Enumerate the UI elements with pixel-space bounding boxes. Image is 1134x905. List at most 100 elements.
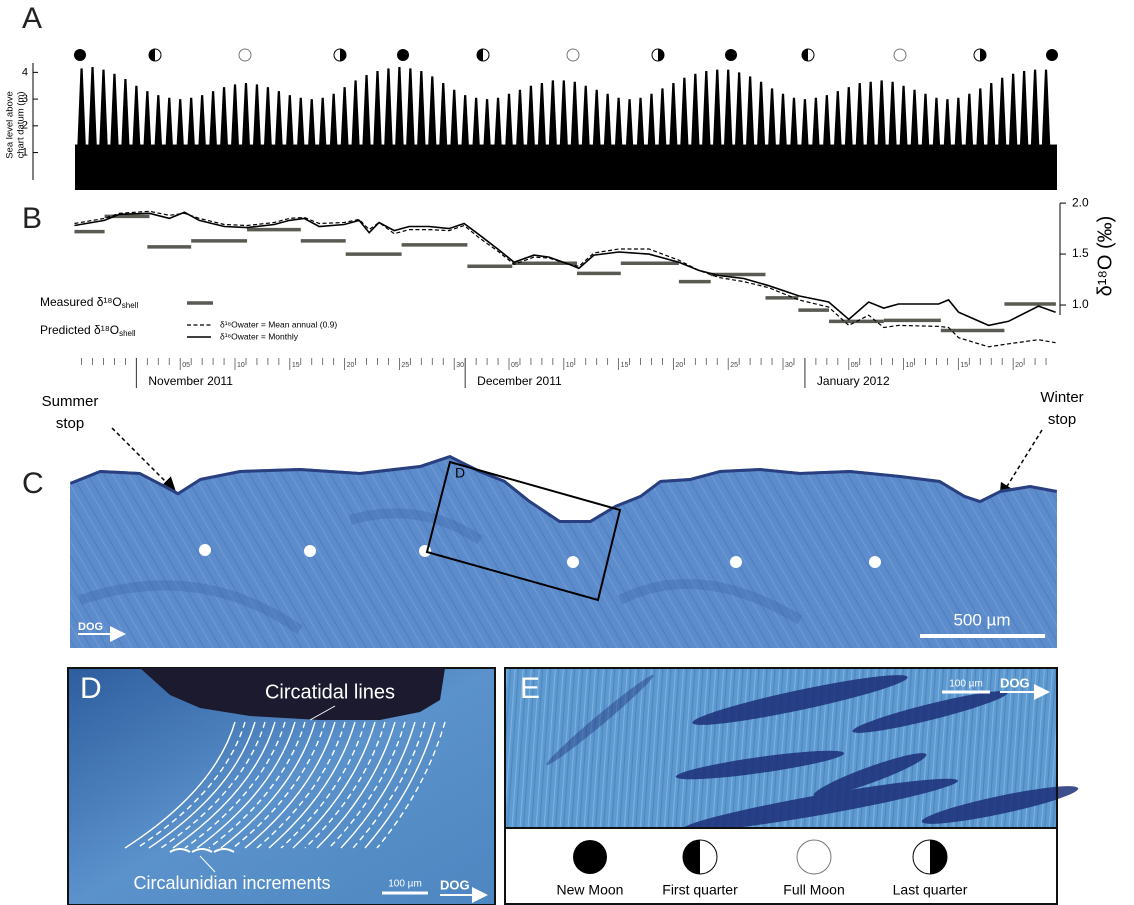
x-tick-label: 20 (675, 362, 683, 369)
tide-spike (492, 97, 505, 190)
tide-spike (141, 91, 154, 190)
y-tick-label: 2 (22, 120, 28, 132)
growth-line (220, 721, 316, 849)
circatidal-lines (124, 721, 446, 849)
band (546, 674, 654, 766)
tide-spike (239, 83, 253, 190)
leader-line (199, 855, 216, 873)
tide-spike (305, 99, 318, 190)
tide-spike (733, 72, 746, 190)
x-tick-label: 05 (851, 362, 859, 369)
tide-spike (75, 68, 88, 190)
tide-spike (426, 76, 439, 190)
panel-letter: D (80, 672, 102, 705)
band (692, 675, 908, 725)
panel-d: D Circatidal lines Circalunidian increme… (67, 667, 496, 905)
growth-line (292, 721, 376, 849)
scale-label: 500 µm (953, 610, 1010, 629)
micrograph (70, 455, 1057, 648)
y2-tick-label: 1.0 (1072, 297, 1089, 311)
x-tick-label: 10 (237, 362, 245, 369)
moon-full (566, 48, 580, 62)
tide-spike (546, 80, 559, 190)
leader-line (309, 705, 336, 721)
tide-spike (897, 85, 910, 190)
growth-line (280, 721, 366, 849)
growth-line (328, 721, 406, 849)
x-tick-label: 10 (566, 362, 574, 369)
tide-spike (382, 68, 395, 190)
tide-spike (634, 97, 647, 190)
scale-label: 100 µm (949, 679, 983, 690)
tide-chart: 1 2 3 4 Sea level above chart datum (m) (5, 63, 1057, 190)
tide-spike (941, 99, 954, 190)
tide-spike (130, 85, 143, 190)
month-label: December 2011 (477, 374, 562, 388)
x-tick-label: 15 (621, 362, 629, 369)
dot (730, 556, 742, 568)
tide-spike (963, 93, 976, 190)
moon-legend: New Moon First quarter Full Moon Last quart… (557, 839, 968, 898)
tide-spike (930, 97, 943, 190)
zoom-box-label: D (455, 465, 465, 481)
tide-spike (185, 97, 198, 190)
tide-spike (163, 97, 176, 190)
tide-spike (524, 85, 537, 190)
tide-spike (437, 83, 450, 190)
legend-label: δ¹⁸Owater = Monthly (220, 331, 299, 341)
tide-spike (711, 69, 724, 190)
tide-spike (864, 81, 877, 190)
tide-spike (535, 83, 548, 190)
tide-spike (952, 97, 965, 190)
direction-label: DOG (78, 621, 103, 633)
tide-spike (579, 85, 592, 190)
moon-legend-label: Full Moon (783, 882, 844, 898)
tide-spike (700, 71, 713, 190)
tide-spike (338, 87, 351, 190)
tide-spike (974, 88, 987, 190)
y-tick-label: 4 (22, 66, 28, 78)
tide-spike (1007, 73, 1020, 190)
tide-spike (568, 81, 581, 190)
annotation: Winter (1040, 389, 1083, 406)
tide-spike (689, 73, 702, 190)
moon-full (893, 48, 907, 62)
tide-spike (798, 99, 811, 190)
annotation: stop (1048, 411, 1076, 428)
growth-line (304, 721, 386, 849)
micrograph-shade (78, 508, 803, 635)
tide-spike (590, 89, 603, 190)
predicted-line (74, 210, 1056, 348)
x-tick-label: 20 (347, 362, 355, 369)
tide-spike (809, 97, 822, 190)
panel-c: Summer stop Winter stop D DOG 500 µm (42, 389, 1084, 648)
growth-line (172, 721, 276, 849)
moon-shade (930, 840, 947, 874)
tide-spike (787, 97, 800, 190)
tide-spike (218, 87, 231, 190)
growth-line (124, 721, 236, 849)
dot (567, 556, 579, 568)
tide-spike (470, 97, 483, 190)
growth-line (148, 721, 256, 849)
y-axis-label: chart datum (m) (16, 91, 27, 158)
annotation: Circatidal lines (265, 681, 395, 703)
panel-letter: B (22, 202, 42, 235)
panel-letter: A (22, 2, 42, 35)
moon-shade (980, 49, 986, 61)
tide-spike (612, 97, 625, 190)
tide-spike (1029, 69, 1042, 190)
tide-spike (601, 93, 614, 190)
y2-tick-label: 2.0 (1072, 195, 1089, 209)
tide-spike (459, 95, 472, 190)
dot (869, 556, 881, 568)
annotation: Summer (42, 393, 99, 410)
tide-spike (393, 67, 406, 190)
growth-line (316, 721, 396, 849)
tide-spike (645, 93, 658, 190)
arrow (111, 427, 177, 493)
tide-spike (831, 91, 844, 190)
moon-legend-label: Last quarter (893, 882, 968, 898)
